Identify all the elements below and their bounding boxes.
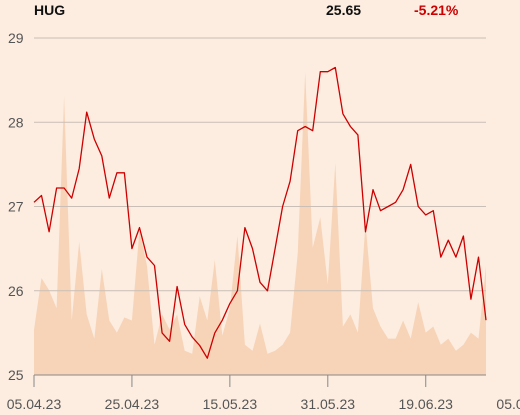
- ticker-symbol: HUG: [34, 2, 66, 18]
- y-tick-label: 27: [8, 199, 24, 215]
- y-tick-label: 29: [8, 30, 24, 46]
- x-tick-label: 15.05.23: [203, 396, 258, 412]
- current-price: 25.65: [326, 2, 362, 18]
- y-tick-label: 26: [8, 283, 24, 299]
- y-tick-label: 28: [8, 114, 24, 130]
- volume-area: [34, 72, 486, 375]
- x-tick-label: 25.04.23: [105, 396, 160, 412]
- price-line: [33, 66, 487, 359]
- x-tick-label: 05.04.23: [7, 396, 62, 412]
- x-tick-label: 05.07.23: [496, 396, 520, 412]
- y-tick-label: 25: [8, 367, 24, 383]
- x-tick-label: 19.06.23: [398, 396, 453, 412]
- price-change: -5.21%: [414, 2, 459, 18]
- x-tick-label: 31.05.23: [301, 396, 356, 412]
